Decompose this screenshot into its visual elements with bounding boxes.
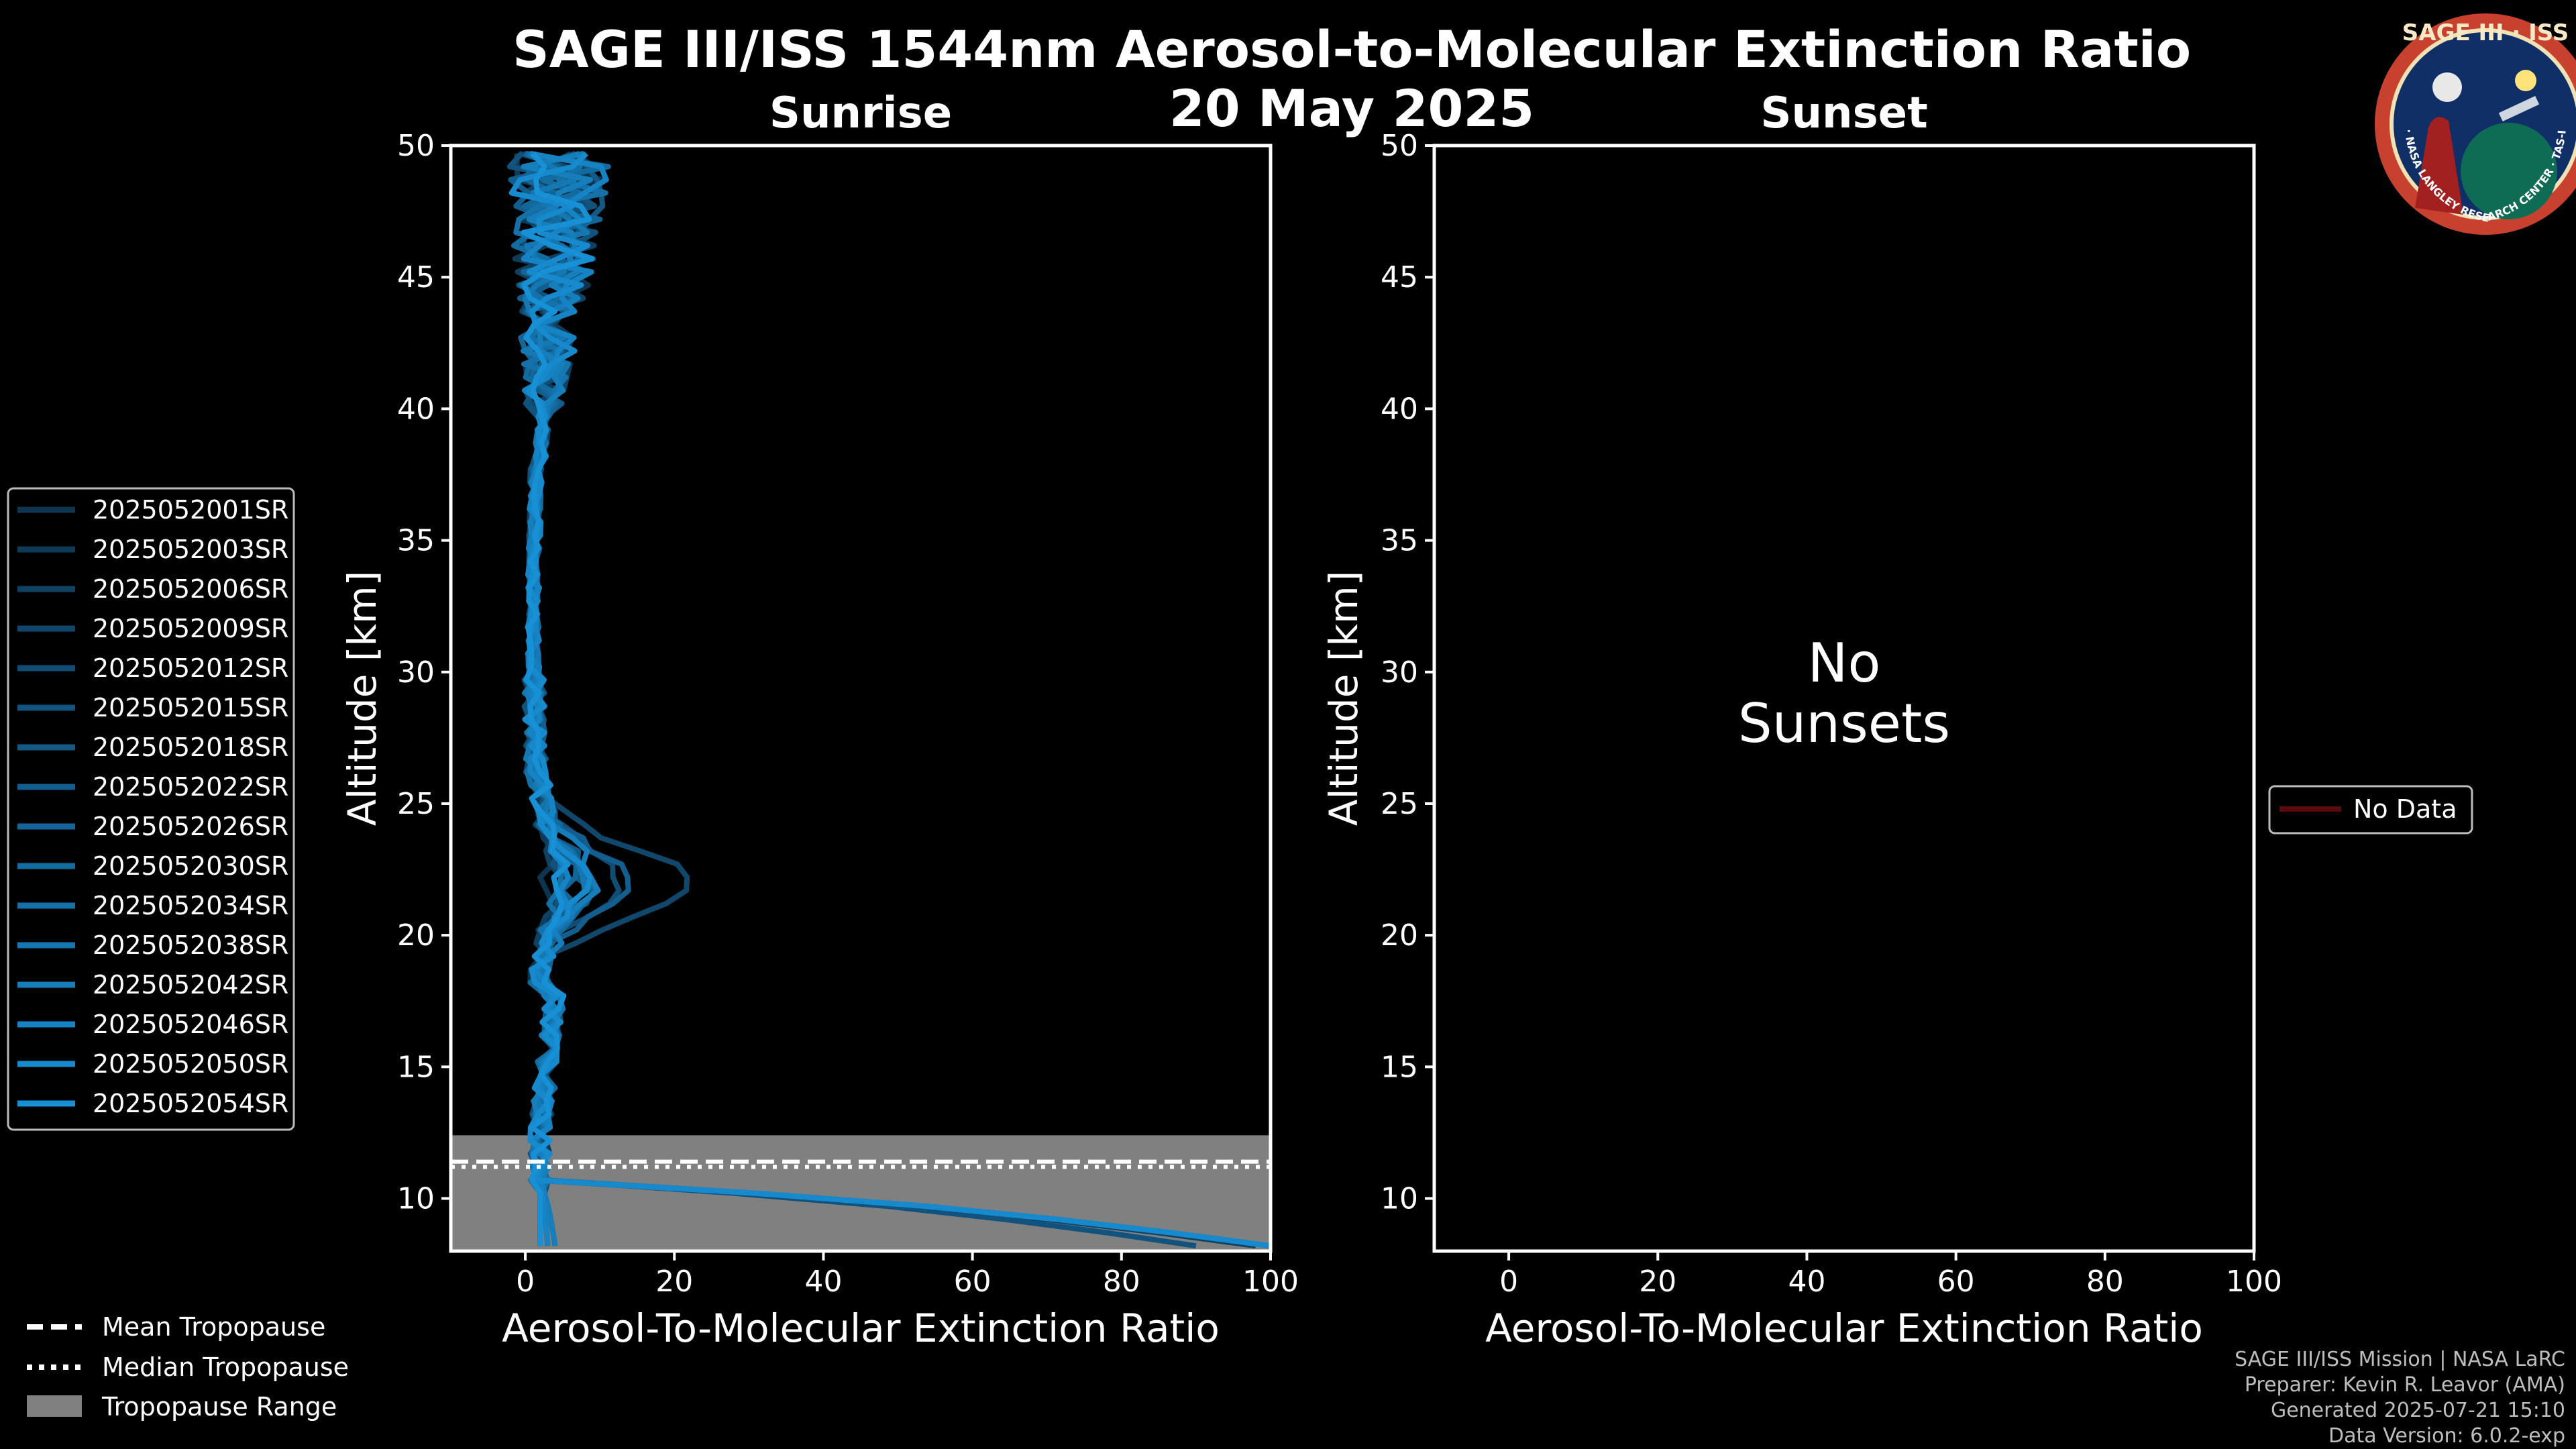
sunset-x-tick-label: 80 xyxy=(2086,1265,2124,1299)
series-legend: 2025052001SR 2025052003SR 2025052006SR 2025… xyxy=(7,487,295,1131)
sunset-y-tick-label: 10 xyxy=(1381,1182,1418,1216)
sunrise-series-layer xyxy=(506,150,1271,1249)
sunrise-x-tick-label: 60 xyxy=(954,1265,991,1299)
sunset-x-tick-label: 60 xyxy=(1937,1265,1975,1299)
sunrise-y-tick-label: 15 xyxy=(397,1050,435,1084)
sunset-panel-title: Sunset xyxy=(1760,89,1927,138)
sunrise-y-tick-label: 30 xyxy=(397,655,435,690)
sunset-plot-frame xyxy=(1432,144,2256,1253)
sunset-legend-frame xyxy=(2268,785,2473,835)
sunrise-y-tick-label: 45 xyxy=(397,260,435,294)
sunrise-axis-ticks: 0 20 40 60 80 100 10 15 20 25 30 35 40 45 50 xyxy=(397,129,1299,1299)
sunset-y-tick-label: 15 xyxy=(1381,1050,1418,1084)
sunrise-y-tick-label: 20 xyxy=(397,918,435,953)
legend-label-no-data: No Data xyxy=(2353,794,2457,824)
footer-generated: Generated 2025-07-21 15:10 xyxy=(2271,1399,2565,1422)
footer-mission: SAGE III/ISS Mission | NASA LaRC xyxy=(2235,1348,2565,1371)
legend-label-2025052001SR: 2025052001SR xyxy=(93,495,288,525)
legend-label-2025052050SR: 2025052050SR xyxy=(93,1049,288,1079)
sunset-y-axis-label: Altitude [km] xyxy=(1321,571,1366,826)
sunset-y-tick-label: 45 xyxy=(1381,260,1418,294)
sunset-legend: No Data xyxy=(2268,785,2473,835)
tropopause-legend: Mean Tropopause Median Tropopause Tropop… xyxy=(27,1312,349,1421)
legend-label-2025052009SR: 2025052009SR xyxy=(93,614,288,643)
sunrise-x-tick-label: 100 xyxy=(1242,1265,1299,1299)
series-line-2025052050SR xyxy=(508,151,1271,1249)
series-legend-items: 2025052001SR 2025052003SR 2025052006SR 2025… xyxy=(17,495,288,1118)
sunrise-y-tick-label: 40 xyxy=(397,392,435,426)
sunrise-tropopause-lines xyxy=(451,1159,1271,1169)
sunset-x-tick-label: 100 xyxy=(2226,1265,2282,1299)
sunrise-panel-title: Sunrise xyxy=(769,89,952,138)
sunset-x-tick-label: 0 xyxy=(1499,1265,1518,1299)
logo-moon-icon xyxy=(2432,72,2462,102)
sunrise-x-tick-label: 80 xyxy=(1103,1265,1140,1299)
legend-label-2025052018SR: 2025052018SR xyxy=(93,733,288,762)
legend-label-2025052038SR: 2025052038SR xyxy=(93,930,288,960)
sunset-x-tick-label: 20 xyxy=(1639,1265,1676,1299)
legend-swatch-tropopause-range xyxy=(27,1395,82,1417)
sunrise-x-tick-label: 0 xyxy=(516,1265,535,1299)
sunset-y-tick-label: 30 xyxy=(1381,655,1418,690)
sunrise-x-axis-label: Aerosol-To-Molecular Extinction Ratio xyxy=(502,1305,1220,1351)
sunset-axis-ticks: 0 20 40 60 80 100 10 15 20 25 30 35 40 45 50 xyxy=(1381,129,2282,1299)
sunset-y-tick-label: 20 xyxy=(1381,918,1418,953)
date-title: 20 May 2025 xyxy=(1169,78,1534,138)
footer-preparer: Preparer: Kevin R. Leavor (AMA) xyxy=(2245,1373,2565,1397)
footer-data-version: Data Version: 6.0.2-exp xyxy=(2328,1424,2565,1448)
legend-label-2025052003SR: 2025052003SR xyxy=(93,535,288,564)
logo-title-text: SAGE III · ISS xyxy=(2402,19,2569,46)
legend-label-2025052012SR: 2025052012SR xyxy=(93,653,288,683)
sunrise-y-axis-label: Altitude [km] xyxy=(339,571,385,826)
sunset-y-tick-label: 40 xyxy=(1381,392,1418,426)
sunrise-x-tick-label: 40 xyxy=(804,1265,842,1299)
series-legend-frame xyxy=(7,487,295,1131)
sunrise-plot-frame xyxy=(449,144,1273,1253)
legend-label-2025052042SR: 2025052042SR xyxy=(93,970,288,1000)
legend-label-2025052022SR: 2025052022SR xyxy=(93,772,288,802)
logo-iss-station-icon xyxy=(2498,95,2540,122)
sunrise-y-tick-label: 10 xyxy=(397,1182,435,1216)
sunset-y-tick-label: 25 xyxy=(1381,787,1418,821)
sunset-plot-background xyxy=(1434,146,2254,1251)
legend-label-2025052046SR: 2025052046SR xyxy=(93,1010,288,1039)
sunrise-y-tick-label: 25 xyxy=(397,787,435,821)
main-title: SAGE III/ISS 1544nm Aerosol-to-Molecular… xyxy=(513,19,2191,79)
legend-label-2025052034SR: 2025052034SR xyxy=(93,891,288,920)
sunset-x-axis-label: Aerosol-To-Molecular Extinction Ratio xyxy=(1485,1305,2203,1351)
legend-label-2025052006SR: 2025052006SR xyxy=(93,574,288,604)
sunset-plot: 0 20 40 60 80 100 10 15 20 25 30 35 40 45 50 Aerosol-T… xyxy=(1321,129,2282,1351)
sunrise-x-tick-label: 20 xyxy=(655,1265,693,1299)
logo-astronomer-figure-icon xyxy=(2415,117,2463,215)
legend-label-tropopause-range: Tropopause Range xyxy=(101,1392,337,1421)
legend-label-2025052015SR: 2025052015SR xyxy=(93,693,288,722)
no-sunsets-annotation-line2: Sunsets xyxy=(1738,692,1950,755)
logo-sun-icon xyxy=(2515,70,2536,91)
sunrise-plot-background xyxy=(451,146,1271,1251)
sunset-y-tick-label: 35 xyxy=(1381,524,1418,558)
sunrise-y-tick-label: 50 xyxy=(397,129,435,163)
legend-label-2025052054SR: 2025052054SR xyxy=(93,1089,288,1118)
legend-label-2025052030SR: 2025052030SR xyxy=(93,851,288,881)
legend-label-mean-tropopause: Mean Tropopause xyxy=(102,1312,325,1342)
no-sunsets-annotation-line1: No xyxy=(1808,632,1881,694)
logo-earth-icon xyxy=(2461,123,2557,219)
sunrise-y-tick-label: 35 xyxy=(397,524,435,558)
sunrise-plot: 0 20 40 60 80 100 10 15 20 25 30 35 40 45 50 Aerosol-T… xyxy=(339,129,1299,1351)
legend-label-median-tropopause: Median Tropopause xyxy=(102,1352,349,1382)
series-line-2025052054SR xyxy=(521,152,594,1246)
sunset-y-tick-label: 50 xyxy=(1381,129,1418,163)
footer-credits: SAGE III/ISS Mission | NASA LaRC Prepare… xyxy=(2235,1348,2565,1448)
legend-label-2025052026SR: 2025052026SR xyxy=(93,812,288,841)
sunset-x-tick-label: 40 xyxy=(1788,1265,1825,1299)
